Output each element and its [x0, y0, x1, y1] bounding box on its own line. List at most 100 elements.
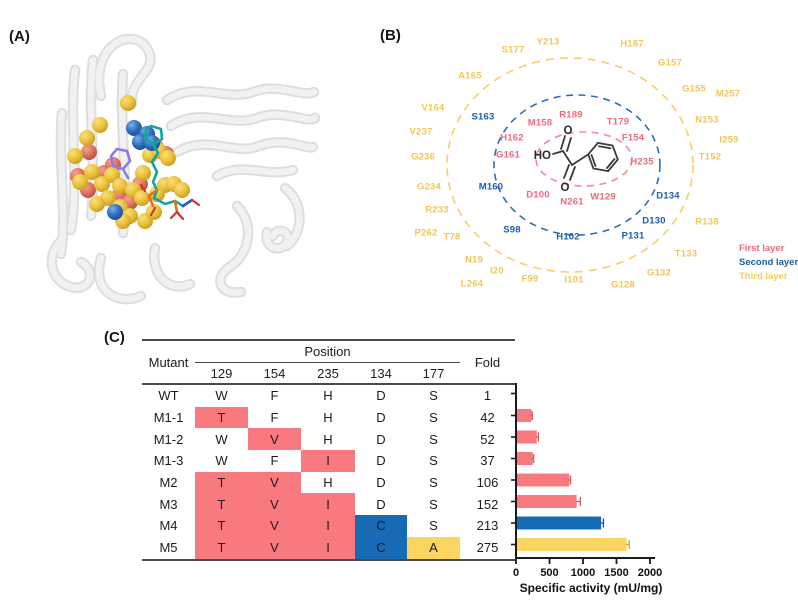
bar-m1-3	[516, 452, 533, 465]
residue-cell: I	[301, 536, 355, 560]
fold-value: 1	[483, 388, 492, 404]
bar-m1-1	[516, 409, 532, 422]
residue-cell: V	[248, 428, 301, 451]
residue-label-h235: H235	[630, 156, 654, 168]
residue-label-r189: R189	[559, 109, 583, 121]
residue-label-f99: F99	[521, 273, 539, 285]
residue-label-a165: A165	[458, 70, 482, 82]
bar-m5	[516, 538, 627, 551]
residue-cell: D	[376, 453, 386, 469]
residue-label-i20: I20	[490, 265, 504, 277]
residue-cell: F	[270, 388, 279, 404]
residue-cell: H	[323, 410, 333, 426]
substrate-structure: HO O O	[534, 125, 619, 194]
panel-a-label: (A)	[9, 28, 30, 45]
residue-cell: S	[429, 496, 438, 512]
residue-label-g157: G157	[657, 57, 683, 69]
residue-cell: H	[323, 475, 333, 491]
residue-label-n19: N19	[464, 254, 484, 266]
legend-first-layer: First layer	[739, 243, 785, 254]
residue-label-h162: H162	[500, 132, 524, 144]
legend-second-layer: Second layer	[739, 257, 798, 268]
residue-label-p262: P262	[414, 227, 438, 239]
residue-cell: I	[301, 450, 355, 472]
residue-label-s98: S98	[503, 224, 521, 236]
layer-circles: HO O O	[446, 57, 694, 273]
residue-label-v237: V237	[409, 126, 433, 138]
residue-label-m158: M158	[527, 117, 553, 129]
residue-label-f154: F154	[621, 132, 645, 144]
fold-value: 106	[476, 475, 499, 491]
table-row-m4: M4 T V I C S 213	[142, 515, 515, 537]
mutation-table: Mutant Position Fold 129 154 235 134 177 WT W…	[142, 339, 515, 561]
residue-label-g128: G128	[610, 279, 636, 291]
residue-cell: F	[270, 410, 279, 426]
residue-label-s177: S177	[501, 44, 525, 56]
position-number-row: 129 154 235 134 177	[142, 362, 515, 385]
residue-label-l264: L264	[460, 278, 484, 290]
oxygen-top-label: O	[564, 125, 573, 137]
bar-m4	[516, 516, 602, 530]
residue-cell: V	[248, 471, 301, 494]
residue-cell: C	[355, 515, 407, 537]
residue-cell: D	[376, 431, 386, 447]
position-col-235: 235	[301, 362, 355, 385]
fold-value: 37	[480, 453, 495, 469]
position-col-177: 177	[407, 362, 460, 385]
residue-label-p131: P131	[621, 230, 645, 242]
residue-cell: D	[376, 475, 386, 491]
residue-label-w129: W129	[590, 191, 616, 203]
residue-cell: S	[429, 410, 438, 426]
residue-label-g236: G236	[410, 151, 436, 163]
bar-m1-2	[516, 430, 537, 444]
residue-label-n153: N153	[695, 114, 719, 126]
residue-cell: D	[376, 496, 386, 512]
fold-value: 213	[476, 518, 499, 534]
position-header: Position	[195, 340, 460, 363]
layer-legend: First layer Second layer Third layer	[739, 242, 798, 284]
residue-cell: D	[376, 388, 386, 404]
residue-cell: W	[215, 453, 228, 469]
x-tick-0: 0	[513, 567, 519, 579]
residue-cell: S	[429, 475, 438, 491]
residue-cell: S	[429, 518, 438, 534]
oxygen-bottom-label: O	[561, 182, 570, 194]
bar-m3	[516, 495, 577, 508]
residue-label-m257: M257	[715, 88, 741, 100]
mutant-name: M3	[159, 496, 178, 512]
fold-value: 42	[480, 410, 495, 426]
bars-group	[511, 387, 630, 551]
residue-cell: F	[270, 453, 279, 469]
panel-c-label: (C)	[104, 329, 125, 346]
legend-third-layer: Third layer	[739, 271, 788, 282]
third-layer-spheres	[67, 95, 190, 229]
residue-label-i101: I101	[564, 274, 584, 286]
residue-cell: I	[301, 493, 355, 516]
table-row-m2: M2 T V H D S 106	[142, 471, 515, 494]
residue-cell: T	[195, 536, 248, 560]
table-row-m1-3: M1-3 W F I D S 37	[142, 450, 515, 472]
third-layer-circle	[446, 57, 694, 273]
residue-label-t133: T133	[674, 248, 698, 260]
hydroxyl-label: HO	[534, 150, 551, 162]
residue-label-d134: D134	[656, 190, 680, 202]
protein-structure-image	[46, 33, 321, 305]
mutant-name: M1-3	[153, 453, 184, 469]
table-row-m3: M3 T V I D S 152	[142, 493, 515, 516]
residue-label-m160: M160	[478, 181, 504, 193]
residue-label-t179: T179	[606, 116, 630, 128]
table-row-m1-1: M1-1 T F H D S 42	[142, 406, 515, 429]
residue-cell: D	[376, 410, 386, 426]
mutant-name: M5	[159, 540, 178, 556]
panel-b-label: (B)	[380, 27, 401, 44]
residue-cell: T	[195, 406, 248, 429]
residue-cell: V	[248, 515, 301, 537]
residue-label-i259: I259	[719, 134, 739, 146]
mutant-name: M1-1	[153, 410, 184, 426]
residue-label-d100: D100	[526, 189, 550, 201]
residue-cell: W	[215, 388, 228, 404]
x-axis-title: Specific activity (mU/mg)	[520, 581, 663, 595]
x-tick-2000: 2000	[638, 567, 662, 579]
residue-label-r233: R233	[425, 204, 449, 216]
first-layer-circle	[535, 131, 633, 187]
